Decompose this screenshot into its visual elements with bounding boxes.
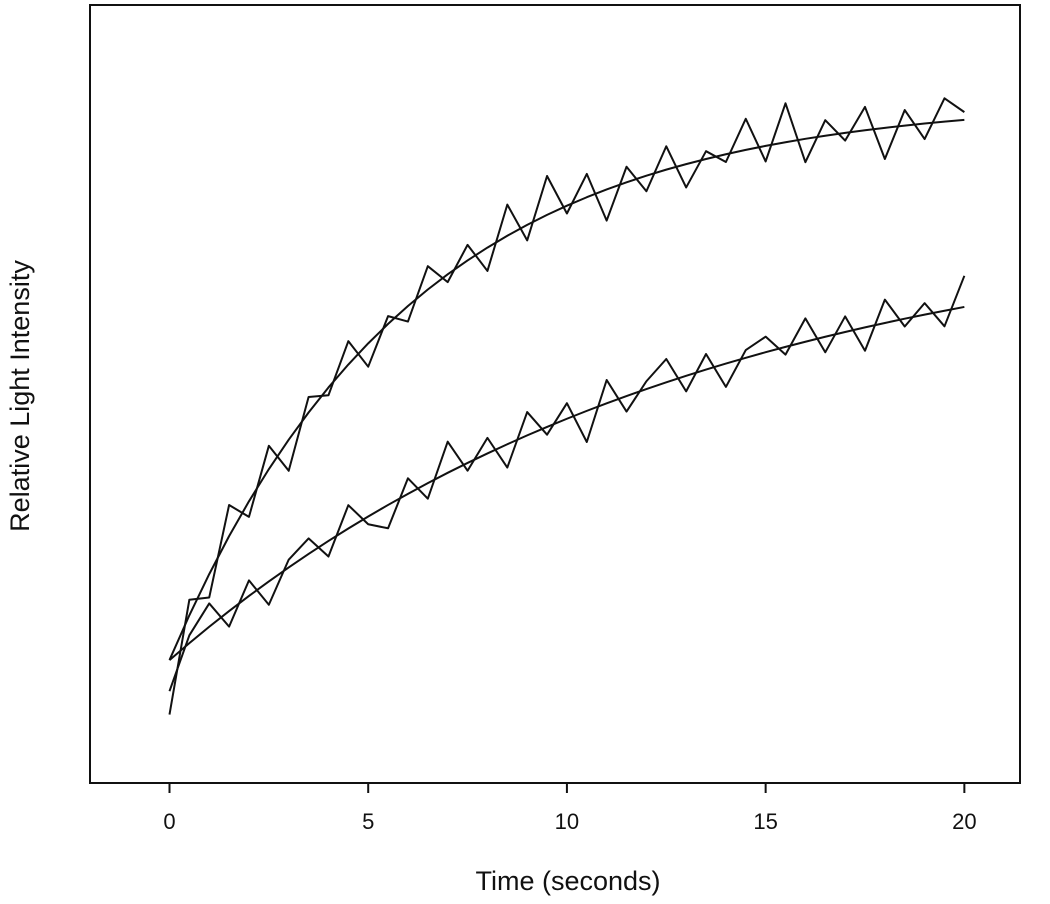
series-line: [168, 275, 966, 692]
x-tick-label: 20: [952, 809, 976, 834]
y-axis-label: Relative Light Intensity: [5, 260, 35, 532]
series-line: [168, 118, 965, 661]
x-tick-label: 5: [362, 809, 374, 834]
x-tick-label: 0: [163, 809, 175, 834]
x-tick-label: 15: [753, 809, 777, 834]
x-tick-label: 10: [555, 809, 579, 834]
series-line: [168, 97, 965, 715]
series-line: [168, 305, 965, 661]
x-axis-label: Time (seconds): [475, 866, 660, 896]
plot-frame: [89, 4, 1021, 784]
